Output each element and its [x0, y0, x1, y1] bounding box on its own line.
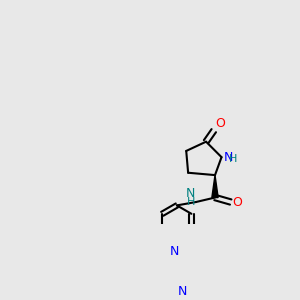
Text: N: N — [178, 285, 188, 298]
Text: O: O — [232, 196, 242, 208]
Text: N: N — [170, 245, 179, 258]
Text: N: N — [185, 187, 195, 200]
Text: H: H — [186, 197, 195, 207]
Text: N: N — [224, 151, 234, 164]
Text: O: O — [215, 116, 225, 130]
Text: H: H — [229, 154, 238, 164]
Polygon shape — [212, 175, 218, 197]
